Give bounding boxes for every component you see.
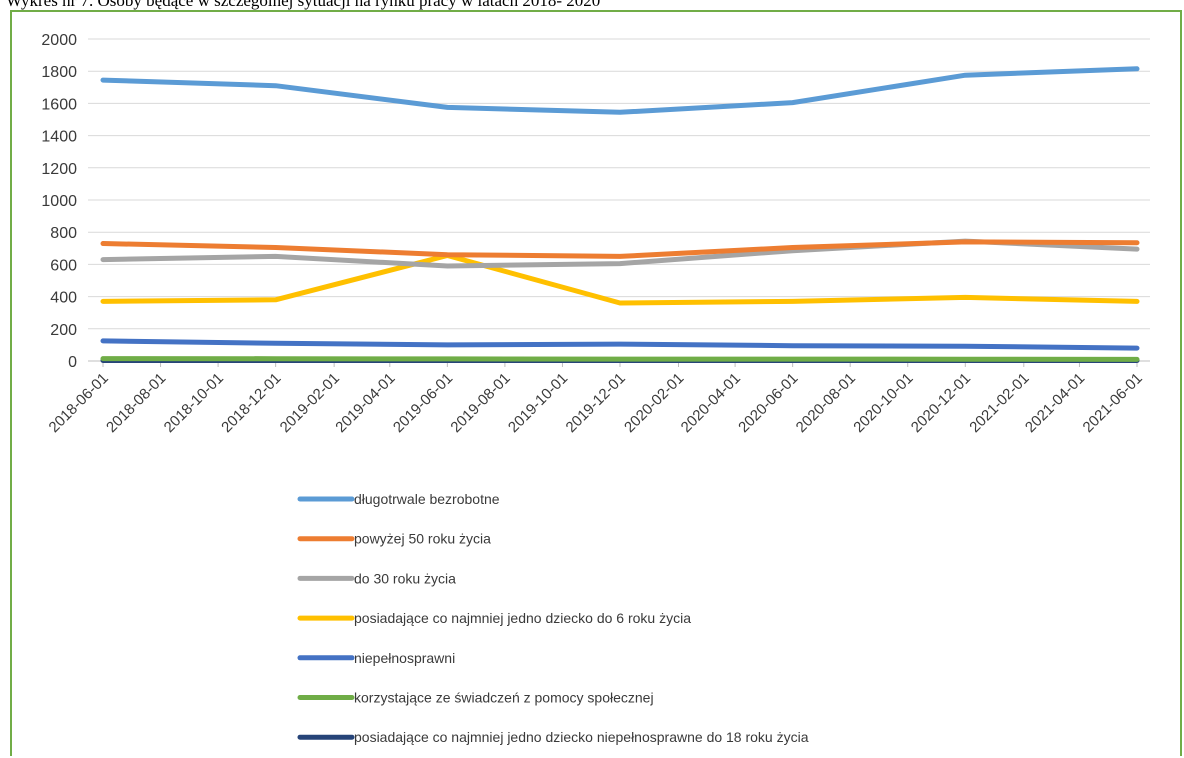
y-tick-label: 600 <box>50 257 77 274</box>
x-tick-label: 2020-08-01 <box>793 370 859 436</box>
y-tick-label: 1800 <box>41 64 77 81</box>
y-tick-label: 1000 <box>41 193 77 210</box>
y-tick-label: 0 <box>68 354 77 371</box>
legend-label: do 30 roku życia <box>354 570 456 586</box>
legend: długotrwale bezrobotne powyżej 50 roku ży… <box>297 491 809 745</box>
legend-label: powyżej 50 roku życia <box>354 531 491 547</box>
y-tick-label: 1200 <box>41 161 77 178</box>
x-tick-label: 2020-02-01 <box>621 370 687 436</box>
y-tick-label: 800 <box>50 225 77 242</box>
x-tick-label: 2018-10-01 <box>161 370 227 436</box>
y-tick-label: 400 <box>50 290 77 307</box>
x-tick-label: 2018-06-01 <box>46 370 112 436</box>
series-line-4 <box>100 253 1140 306</box>
series-line-5 <box>100 338 1140 351</box>
series-line-6 <box>100 356 1140 362</box>
series-line-2 <box>100 239 1140 259</box>
x-tick-label: 2019-08-01 <box>447 370 513 436</box>
x-tick-label: 2019-06-01 <box>390 370 456 436</box>
chart-caption: Wykres nr 7. Osoby będące w szczególnej … <box>6 0 601 10</box>
x-tick-label: 2018-12-01 <box>218 370 284 436</box>
series-lines <box>100 66 1140 363</box>
x-axis: 2018-06-012018-08-012018-10-012018-12-01… <box>46 361 1146 436</box>
y-tick-label: 2000 <box>41 32 77 49</box>
y-tick-label: 1400 <box>41 129 77 146</box>
legend-label: niepełnosprawni <box>354 650 455 666</box>
gridlines <box>88 38 1150 362</box>
chart-frame <box>10 10 1182 756</box>
x-tick-label: 2019-10-01 <box>505 370 571 436</box>
series-line-1 <box>100 66 1140 115</box>
x-tick-label: 2020-06-01 <box>735 370 801 436</box>
legend-label: korzystające ze świadczeń z pomocy społe… <box>354 690 654 706</box>
y-tick-label: 200 <box>50 322 77 339</box>
y-tick-label: 1600 <box>41 96 77 113</box>
x-tick-label: 2019-02-01 <box>277 370 343 436</box>
y-axis: 0 200 400 600 800 1000 1200 1400 1600 1800 2000 <box>41 32 77 371</box>
legend-label: długotrwale bezrobotne <box>354 491 500 507</box>
x-tick-label: 2019-04-01 <box>332 370 398 436</box>
x-tick-label: 2020-12-01 <box>908 370 974 436</box>
x-tick-label: 2021-04-01 <box>1022 370 1088 436</box>
x-tick-label: 2020-04-01 <box>678 370 744 436</box>
x-tick-label: 2018-08-01 <box>103 370 169 436</box>
legend-label: posiadające co najmniej jedno dziecko do… <box>354 610 691 626</box>
x-tick-label: 2021-06-01 <box>1080 370 1146 436</box>
x-tick-label: 2019-12-01 <box>563 370 629 436</box>
x-tick-label: 2020-10-01 <box>850 370 916 436</box>
legend-label: posiadające co najmniej jedno dziecko ni… <box>354 729 809 745</box>
